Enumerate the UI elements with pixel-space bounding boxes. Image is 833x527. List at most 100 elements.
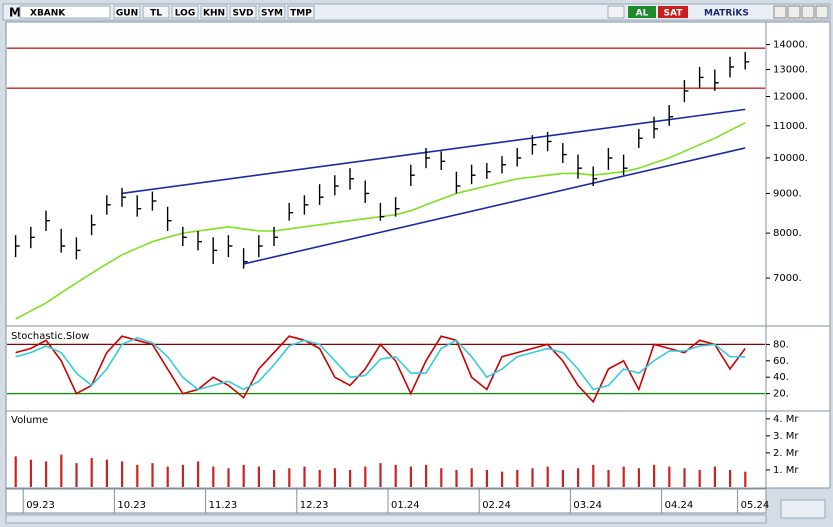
toolbar-button-label[interactable]: KHN <box>203 9 225 19</box>
volume-bar <box>470 468 473 487</box>
symbol[interactable]: XBANK <box>30 9 66 19</box>
toolbar-button[interactable] <box>258 5 286 19</box>
y-tick-label: 1. Mr <box>773 465 799 476</box>
toolbar-button[interactable] <box>171 5 199 19</box>
volume-bar <box>637 468 640 487</box>
x-tick-label: 04.24 <box>665 500 694 511</box>
volume-bar <box>181 464 184 487</box>
volume-bar <box>105 459 108 487</box>
sell-button[interactable] <box>658 6 688 18</box>
buy-label[interactable]: AL <box>636 9 649 19</box>
maximize-button[interactable] <box>801 5 815 19</box>
y-tick-label: 14000. <box>773 40 808 51</box>
y-axis-area <box>765 21 831 489</box>
volume-bar <box>227 468 230 487</box>
volume-bar <box>90 458 93 487</box>
volume-bar <box>333 468 336 487</box>
toolbar-button[interactable] <box>142 5 170 19</box>
volume-bar <box>531 468 534 487</box>
volume-bar <box>592 464 595 487</box>
y-tick-label: 4. Mr <box>773 414 799 425</box>
volume-bar <box>242 464 245 487</box>
volume-bar <box>501 471 504 487</box>
volume-bar <box>698 469 701 487</box>
y-tick-label: 13000. <box>773 65 808 76</box>
toolbar-button[interactable] <box>113 5 141 19</box>
volume-bar <box>394 464 397 487</box>
volume-bar <box>29 459 32 487</box>
restore-button[interactable] <box>787 5 801 19</box>
volume-bar <box>75 463 78 487</box>
volume-bar <box>364 466 367 487</box>
minimize-button[interactable] <box>773 5 787 19</box>
buy-button[interactable] <box>628 6 656 18</box>
volume-bar <box>729 469 732 487</box>
volume-bar <box>197 461 200 487</box>
y-tick-label: 10000. <box>773 153 808 164</box>
symbol-box[interactable] <box>19 5 111 19</box>
logo: M <box>9 6 21 20</box>
volume-bar <box>440 468 443 487</box>
y-tick-label: 3. Mr <box>773 431 799 442</box>
volume-bar <box>683 468 686 487</box>
toolbar-button-label[interactable]: GUN <box>116 9 138 19</box>
toolbar-button-label[interactable]: LOG <box>175 9 195 19</box>
volume-bar <box>349 469 352 487</box>
volume-bar <box>257 466 260 487</box>
volume-bar <box>121 461 124 487</box>
volume-bar <box>713 466 716 487</box>
x-tick-label: 02.24 <box>482 500 511 511</box>
y-tick-label: 40. <box>773 372 789 383</box>
volume-bar <box>45 461 48 487</box>
volume-bar <box>60 454 63 487</box>
y-tick-label: 12000. <box>773 92 808 103</box>
volume-bar <box>425 464 428 487</box>
volume-bar <box>288 468 291 487</box>
x-tick-label: 05.24 <box>741 500 770 511</box>
volume-bar <box>136 464 139 487</box>
volume-bar <box>303 466 306 487</box>
volume-bar <box>653 464 656 487</box>
volume-bar <box>607 469 610 487</box>
pane-title: Stochastic.Slow <box>11 331 89 342</box>
scrollbar[interactable] <box>5 514 767 524</box>
x-tick-label: 03.24 <box>573 500 602 511</box>
volume-bar <box>485 469 488 487</box>
volume-bar <box>379 463 382 487</box>
toolbar-button-label[interactable]: TMP <box>290 9 312 19</box>
trend-line <box>243 147 746 265</box>
close-button[interactable] <box>815 5 829 19</box>
volume-bar <box>546 466 549 487</box>
volume-bar <box>668 466 671 487</box>
y-tick-label: 60. <box>773 356 789 367</box>
series-line <box>15 336 746 391</box>
toolbar-button-label[interactable]: SYM <box>261 9 283 19</box>
pane-title: Volume <box>11 415 48 426</box>
volume-bar <box>212 466 215 487</box>
toolbar-button[interactable] <box>229 5 257 19</box>
volume-bar <box>516 469 519 487</box>
y-tick-label: 8000. <box>773 228 802 239</box>
volume-bar <box>166 466 169 487</box>
volume-bar <box>622 466 625 487</box>
volume-bar <box>744 471 747 487</box>
brand: MATRiKS <box>704 9 749 19</box>
toolbar-button-label[interactable]: TL <box>150 9 162 19</box>
y-tick-label: 20. <box>773 389 789 400</box>
toolbar-button-label[interactable]: SVD <box>233 9 254 19</box>
x-axis-area <box>5 488 767 514</box>
sell-label[interactable]: SAT <box>664 9 684 19</box>
volume-bar <box>151 463 154 487</box>
y-tick-label: 7000. <box>773 273 802 284</box>
refresh-button[interactable] <box>607 5 625 19</box>
volume-bar <box>577 468 580 487</box>
series-line <box>15 335 746 404</box>
toolbar-button[interactable] <box>200 5 228 19</box>
volume-bar <box>318 469 321 487</box>
scroll-controls[interactable] <box>780 499 826 519</box>
toolbar-button[interactable] <box>287 5 315 19</box>
volume-bar <box>273 469 276 487</box>
y-tick-label: 2. Mr <box>773 448 799 459</box>
y-tick-label: 9000. <box>773 188 802 199</box>
